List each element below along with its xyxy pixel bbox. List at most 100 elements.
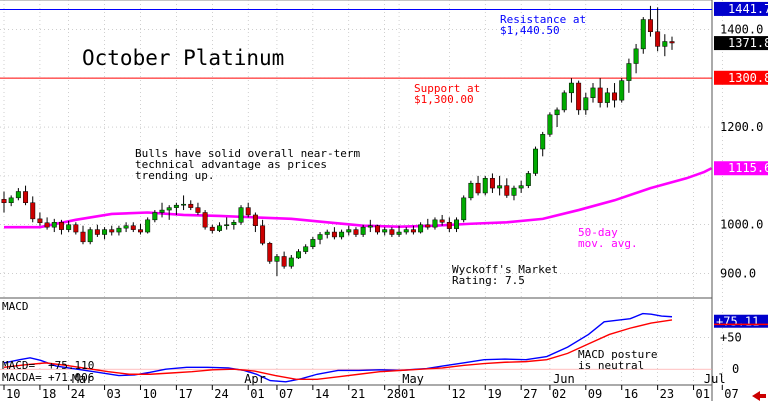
support-label-line2: $1,300.00 <box>414 93 474 106</box>
candle <box>583 92 589 115</box>
candle-body <box>260 225 266 244</box>
date-tick-label: 10 <box>6 387 20 401</box>
candle-body <box>489 178 495 189</box>
date-tick-label: 17 <box>178 387 192 401</box>
candle-body <box>30 202 36 220</box>
candle <box>37 212 43 226</box>
macd-badge-value: +75.11 <box>716 315 759 329</box>
moving-average-50-line <box>4 167 713 229</box>
candle <box>159 202 165 218</box>
price-badge: 1115.6 <box>714 161 768 176</box>
candle-body <box>418 224 424 233</box>
candle-body <box>217 225 222 231</box>
candle <box>454 217 459 233</box>
candle <box>540 131 546 157</box>
date-tick-label: 19 <box>487 387 501 401</box>
candle-body <box>367 225 373 228</box>
macd-title: MACD <box>2 300 29 313</box>
candle <box>504 178 510 198</box>
candle <box>662 34 668 57</box>
candle <box>439 214 445 226</box>
date-tick-label: 02 <box>552 387 566 401</box>
price-badge: 1300.8 <box>714 70 768 85</box>
scroll-left-icon[interactable] <box>752 391 766 401</box>
candle-body <box>346 229 352 233</box>
candle-body <box>475 182 481 194</box>
candle <box>166 205 172 220</box>
chart-title: October Platinum <box>82 46 284 70</box>
candle-body <box>533 148 539 174</box>
candle <box>360 224 366 237</box>
candle-body <box>288 257 294 267</box>
date-tick-label: 10 <box>142 387 156 401</box>
price-badge: 1441.7 <box>714 2 768 16</box>
candle-body <box>576 82 582 111</box>
candle-body <box>425 224 431 228</box>
candle <box>1 191 7 213</box>
candle-body <box>561 92 567 111</box>
candle-body <box>432 219 438 228</box>
macd-tick-label: 0 <box>732 362 739 376</box>
candle <box>23 185 29 206</box>
candle <box>403 227 409 235</box>
candle-body <box>116 227 122 233</box>
date-tick-label: 01 <box>696 387 710 401</box>
candle <box>116 225 122 236</box>
candle <box>475 175 481 196</box>
candle <box>331 227 337 240</box>
macda-readout-label: MACDA= <box>2 371 42 384</box>
date-axis-labels: 10 18 24 03 10 17 24 01 07 14 21 28 01 12 19 27 02 09 16 23… <box>3 372 739 401</box>
month-label: Mar <box>72 372 94 386</box>
signal-line <box>3 319 673 381</box>
candle <box>231 219 237 230</box>
candle-body <box>310 239 316 247</box>
date-tick-label: 24 <box>214 387 228 401</box>
candle <box>274 254 280 277</box>
candle <box>267 241 273 264</box>
candle <box>619 78 625 103</box>
candle <box>346 225 352 236</box>
candle <box>640 17 646 54</box>
date-tick-label: 14 <box>315 387 329 401</box>
candle-body <box>403 229 409 233</box>
macd-posture-line2: is neutral <box>578 359 644 372</box>
candle-body <box>109 229 115 233</box>
candle-body <box>410 229 416 233</box>
candle <box>102 227 108 240</box>
macd-badge: +75.11 <box>714 314 768 329</box>
candle-body <box>331 231 337 238</box>
date-tick-label: 16 <box>624 387 638 401</box>
candle <box>281 251 287 269</box>
candle <box>353 227 359 237</box>
candle-body <box>482 178 488 194</box>
resistance-label-line2: $1,440.50 <box>500 24 560 37</box>
candle-body <box>145 219 151 233</box>
candle <box>303 244 309 255</box>
candle-body <box>123 225 129 229</box>
candle <box>396 225 402 237</box>
price-badge-box <box>714 161 768 176</box>
macd-layer <box>3 312 673 383</box>
candle-body <box>15 191 21 199</box>
candle <box>468 180 474 201</box>
candle-body <box>655 31 661 47</box>
level-lines <box>0 9 712 79</box>
candle <box>66 220 72 233</box>
candle <box>73 222 79 235</box>
candle <box>58 219 64 235</box>
macda-readout-value: +71.006 <box>48 371 94 384</box>
price-badge-value: 1115.6 <box>728 161 768 175</box>
candle-body <box>339 231 345 238</box>
candle-body <box>137 229 143 233</box>
candle-body <box>181 203 187 206</box>
candle-body <box>669 41 675 44</box>
candle <box>482 175 488 196</box>
candle-body <box>439 219 445 223</box>
date-tick-label: 01 <box>250 387 264 401</box>
candle <box>109 225 115 236</box>
candle-body <box>612 92 618 101</box>
price-tick-label: 900.0 <box>720 267 756 281</box>
candle-body <box>468 182 474 199</box>
candle-body <box>497 185 503 189</box>
